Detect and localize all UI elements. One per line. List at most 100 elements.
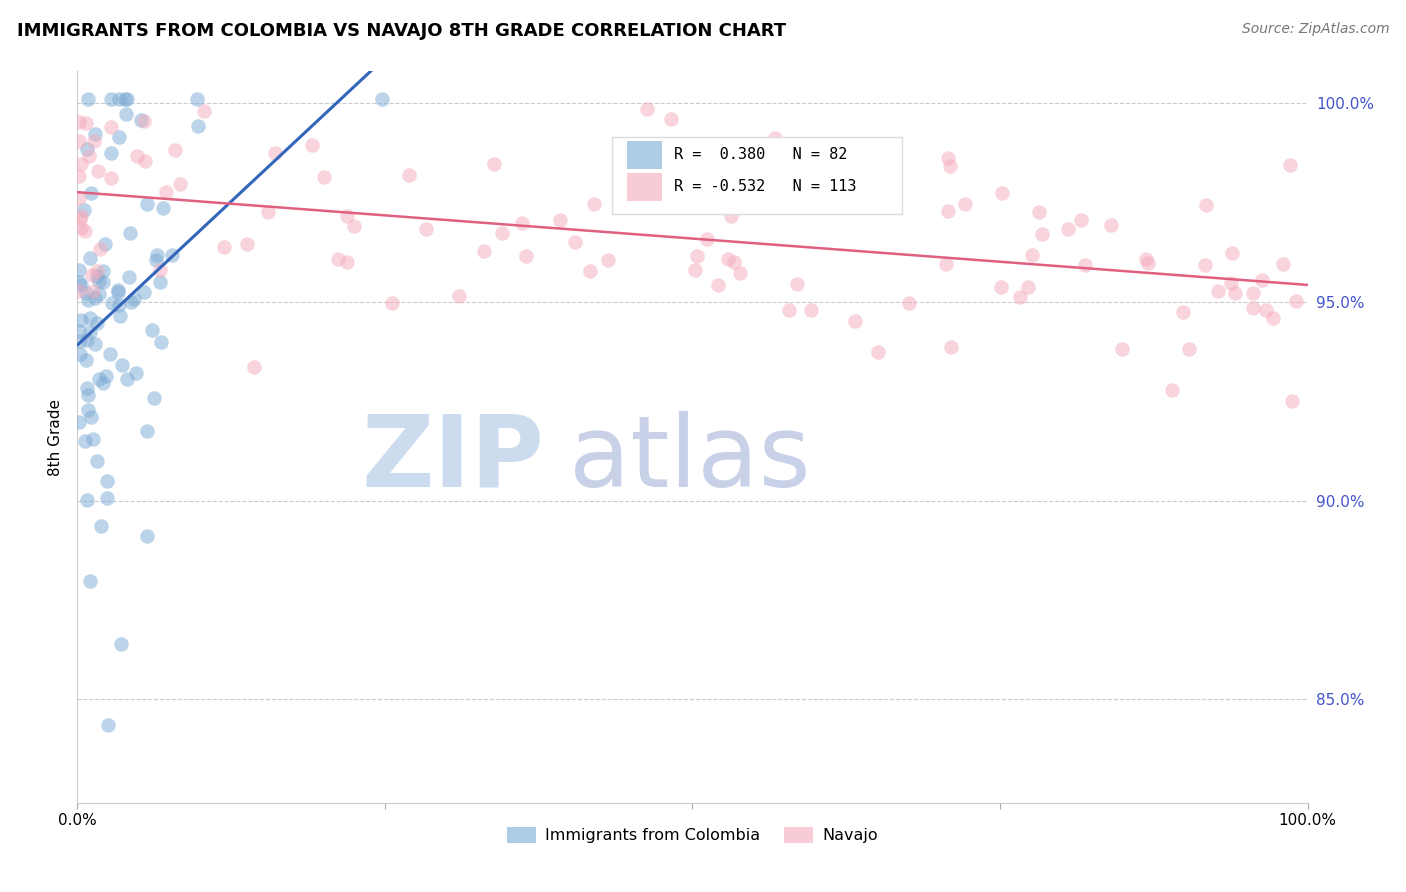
Point	[381, 296, 404, 310]
Point	[936, 204, 959, 219]
Point	[149, 334, 172, 349]
Point	[1008, 289, 1031, 303]
Point	[1099, 218, 1122, 232]
Point	[67, 324, 90, 338]
Point	[100, 296, 122, 310]
Point	[1261, 311, 1284, 326]
Point	[598, 252, 620, 267]
Text: IMMIGRANTS FROM COLOMBIA VS NAVAJO 8TH GRADE CORRELATION CHART: IMMIGRANTS FROM COLOMBIA VS NAVAJO 8TH G…	[17, 22, 786, 40]
Point	[69, 347, 91, 361]
Point	[131, 113, 153, 128]
Point	[79, 325, 101, 339]
Point	[70, 278, 93, 293]
Point	[87, 372, 110, 386]
Point	[108, 92, 131, 106]
Text: atlas: atlas	[569, 410, 811, 508]
Point	[73, 202, 96, 217]
Point	[75, 285, 97, 300]
Point	[415, 222, 437, 236]
Point	[371, 92, 394, 106]
Point	[115, 107, 138, 121]
Point	[87, 164, 110, 178]
Point	[1195, 198, 1218, 212]
Point	[107, 283, 129, 297]
Point	[96, 491, 118, 505]
Point	[1111, 342, 1133, 356]
Point	[86, 454, 108, 468]
Point	[115, 92, 138, 106]
Point	[935, 257, 957, 271]
Point	[472, 244, 495, 258]
Point	[1271, 257, 1294, 271]
Point	[1285, 294, 1308, 309]
Point	[786, 277, 808, 291]
Point	[1070, 213, 1092, 227]
Point	[76, 381, 98, 395]
Legend: Immigrants from Colombia, Navajo: Immigrants from Colombia, Navajo	[501, 821, 884, 850]
Point	[82, 433, 104, 447]
Point	[69, 209, 91, 223]
Point	[67, 191, 90, 205]
Point	[108, 298, 131, 312]
Point	[1281, 393, 1303, 408]
Point	[89, 274, 111, 288]
Point	[631, 172, 654, 186]
Point	[936, 151, 959, 165]
Point	[515, 249, 537, 263]
Point	[1206, 284, 1229, 298]
Point	[91, 376, 114, 391]
Point	[1278, 158, 1301, 172]
Bar	[627, 141, 662, 169]
Point	[69, 212, 91, 227]
Point	[115, 372, 138, 386]
Point	[343, 219, 366, 233]
Point	[79, 311, 101, 326]
Point	[723, 255, 745, 269]
Point	[142, 391, 165, 405]
Text: R =  0.380   N = 82: R = 0.380 N = 82	[673, 147, 848, 162]
Point	[70, 312, 93, 326]
Point	[110, 637, 132, 651]
Point	[160, 248, 183, 262]
Point	[77, 387, 100, 401]
Point	[1254, 303, 1277, 318]
Point	[730, 266, 752, 280]
Point	[125, 366, 148, 380]
Point	[89, 242, 111, 256]
Point	[76, 293, 98, 308]
Point	[82, 284, 104, 298]
Point	[763, 131, 786, 145]
Point	[67, 134, 90, 148]
Point	[96, 475, 118, 489]
Point	[136, 425, 159, 439]
Point	[83, 134, 105, 148]
Point	[75, 116, 97, 130]
Point	[336, 255, 359, 269]
Point	[80, 186, 103, 200]
Point	[1173, 305, 1195, 319]
Point	[149, 275, 172, 289]
Point	[707, 278, 730, 293]
Point	[243, 360, 266, 375]
Point	[67, 416, 90, 430]
Point	[491, 226, 513, 240]
Point	[141, 323, 163, 337]
Point	[69, 334, 91, 348]
Point	[91, 275, 114, 289]
Point	[96, 368, 118, 383]
Point	[636, 102, 658, 116]
Point	[482, 156, 505, 170]
Point	[73, 434, 96, 449]
Point	[100, 92, 122, 106]
Point	[564, 235, 586, 249]
Point	[1136, 256, 1159, 270]
Point	[1220, 246, 1243, 260]
Point	[328, 252, 350, 266]
Point	[90, 519, 112, 533]
Point	[1017, 280, 1039, 294]
Point	[579, 264, 602, 278]
Point	[100, 171, 122, 186]
Point	[79, 574, 101, 588]
Point	[134, 153, 156, 168]
Point	[67, 115, 90, 129]
